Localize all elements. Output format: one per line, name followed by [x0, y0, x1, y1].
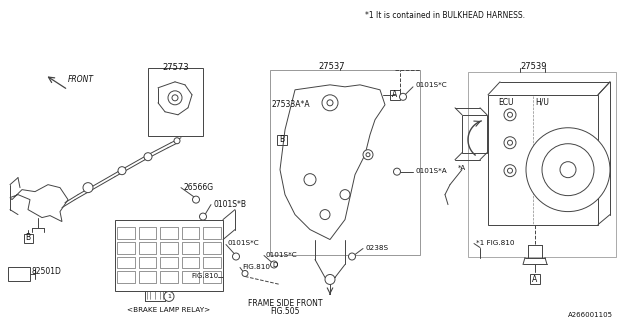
Bar	[24, 234, 33, 243]
Text: 0101S*C: 0101S*C	[415, 82, 447, 88]
Circle shape	[508, 168, 513, 173]
Circle shape	[542, 144, 594, 196]
Circle shape	[242, 270, 248, 276]
Bar	[204, 227, 221, 238]
Circle shape	[118, 167, 126, 175]
Text: B: B	[26, 233, 31, 242]
Bar	[115, 220, 223, 292]
Bar	[8, 268, 30, 282]
Bar	[117, 242, 134, 253]
Text: ECU: ECU	[498, 98, 513, 107]
Circle shape	[168, 91, 182, 105]
Bar	[204, 271, 221, 284]
Text: *A: *A	[458, 165, 466, 171]
Text: 1: 1	[167, 294, 171, 299]
Text: 0101S*C: 0101S*C	[228, 240, 260, 245]
Circle shape	[366, 153, 370, 157]
Circle shape	[325, 275, 335, 284]
Circle shape	[363, 150, 373, 160]
Circle shape	[172, 95, 178, 101]
Bar	[148, 68, 203, 136]
Circle shape	[508, 140, 513, 145]
Text: FIG.505: FIG.505	[270, 308, 300, 316]
Circle shape	[560, 162, 576, 178]
Text: H/U: H/U	[535, 98, 549, 107]
Bar	[390, 90, 400, 100]
Bar	[139, 227, 156, 238]
Bar	[277, 135, 287, 145]
Bar	[204, 242, 221, 253]
Text: 27573: 27573	[162, 63, 189, 72]
Circle shape	[327, 100, 333, 106]
Text: A266001105: A266001105	[568, 312, 613, 318]
Text: 0101S*C: 0101S*C	[266, 252, 298, 258]
Bar	[160, 271, 178, 284]
Circle shape	[504, 165, 516, 177]
Bar	[530, 275, 540, 284]
Circle shape	[394, 168, 401, 175]
Text: A: A	[392, 90, 397, 99]
Text: *1 FIG.810: *1 FIG.810	[476, 240, 515, 245]
Text: 27533A*A: 27533A*A	[271, 100, 310, 109]
Text: *1 It is contained in BULKHEAD HARNESS.: *1 It is contained in BULKHEAD HARNESS.	[365, 11, 525, 20]
Circle shape	[164, 292, 174, 301]
Text: 0101S*B: 0101S*B	[213, 200, 246, 209]
Text: FRONT: FRONT	[68, 75, 94, 84]
Circle shape	[526, 128, 610, 212]
Circle shape	[322, 95, 338, 111]
Text: 27539: 27539	[520, 62, 547, 71]
Text: B: B	[280, 135, 285, 144]
Circle shape	[508, 112, 513, 117]
Circle shape	[340, 190, 350, 200]
Bar	[468, 72, 616, 257]
Circle shape	[320, 210, 330, 220]
Circle shape	[174, 138, 180, 144]
Circle shape	[232, 253, 239, 260]
Bar	[160, 242, 178, 253]
Text: 82501D: 82501D	[32, 268, 62, 276]
Text: FRAME SIDE FRONT: FRAME SIDE FRONT	[248, 300, 323, 308]
Text: <BRAKE LAMP RELAY>: <BRAKE LAMP RELAY>	[127, 308, 211, 313]
Bar	[182, 257, 200, 268]
Bar	[488, 95, 598, 225]
Bar	[139, 271, 156, 284]
Text: D: D	[273, 262, 278, 268]
Bar	[160, 227, 178, 238]
Text: FIG.810: FIG.810	[191, 274, 218, 279]
Text: 0238S: 0238S	[365, 244, 388, 251]
Bar	[139, 242, 156, 253]
Circle shape	[349, 253, 355, 260]
Text: 0101S*A: 0101S*A	[415, 168, 447, 174]
Text: 27537: 27537	[318, 62, 344, 71]
Text: 26566G: 26566G	[183, 183, 213, 192]
Circle shape	[504, 137, 516, 149]
Circle shape	[83, 183, 93, 193]
Text: A: A	[532, 275, 538, 284]
Circle shape	[304, 174, 316, 186]
Bar	[270, 70, 420, 254]
Circle shape	[271, 261, 278, 268]
Bar	[117, 257, 134, 268]
Circle shape	[144, 153, 152, 161]
Circle shape	[200, 213, 207, 220]
Circle shape	[504, 109, 516, 121]
Bar	[462, 115, 487, 153]
Circle shape	[399, 93, 406, 100]
Bar	[204, 257, 221, 268]
Bar	[182, 242, 200, 253]
Bar	[139, 257, 156, 268]
Text: FIG.810: FIG.810	[242, 265, 270, 270]
Bar	[182, 227, 200, 238]
Bar	[160, 257, 178, 268]
Bar	[117, 271, 134, 284]
Circle shape	[193, 196, 200, 203]
Bar	[117, 227, 134, 238]
Bar	[182, 271, 200, 284]
